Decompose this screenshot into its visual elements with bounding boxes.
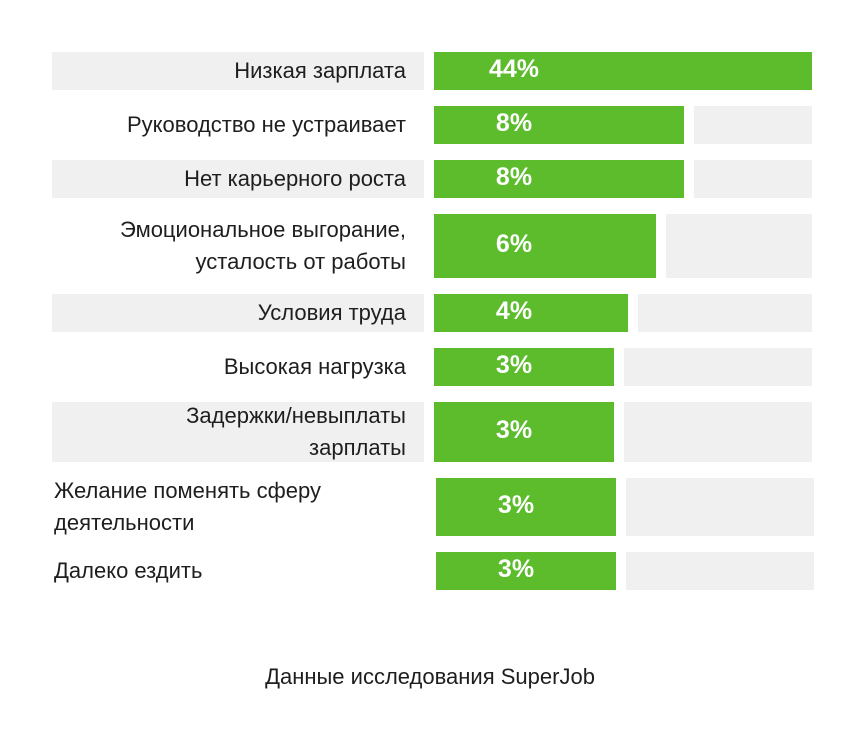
bar-track [624, 348, 812, 386]
category-label: Условия труда [52, 297, 406, 329]
bar [436, 552, 616, 590]
bar-row: Нет карьерного роста 8% [0, 160, 860, 198]
category-label-line: усталость от работы [195, 249, 406, 274]
data-label: 8% [495, 109, 533, 137]
label-background [52, 294, 424, 332]
bar-track [666, 214, 812, 278]
category-label: Задержки/невыплаты зарплаты [52, 400, 406, 464]
bar [434, 402, 614, 462]
category-label-line: Руководство не устраивает [126, 112, 406, 137]
bar [434, 52, 812, 90]
bar [436, 478, 616, 536]
bar-row: Далеко ездить 3% [0, 552, 860, 590]
bar [434, 160, 684, 198]
bar [434, 106, 684, 144]
category-label: Далеко ездить [54, 555, 424, 587]
category-label-line: Условия труда [257, 300, 406, 325]
category-label-line: Низкая зарплата [234, 58, 406, 83]
label-background [52, 402, 424, 462]
bar [434, 294, 628, 332]
data-label: 8% [495, 163, 533, 191]
category-label-line: Далеко ездить [54, 558, 203, 583]
bar-row: Эмоциональное выгорание, усталость от раб… [0, 214, 860, 278]
bar-track [694, 160, 812, 198]
data-label: 3% [495, 351, 533, 379]
category-label-line: Желание поменять сферу [54, 478, 321, 503]
data-label: 4% [495, 297, 533, 325]
category-label-line: Нет карьерного роста [184, 166, 406, 191]
label-background [52, 160, 424, 198]
data-label: 3% [495, 416, 533, 444]
category-label: Нет карьерного роста [52, 163, 406, 195]
bar-row: Условия труда 4% [0, 294, 860, 332]
data-label: 3% [497, 555, 535, 583]
bar-row: Задержки/невыплаты зарплаты 3% [0, 402, 860, 462]
bar-track [626, 552, 814, 590]
data-label: 3% [497, 491, 535, 519]
category-label: Руководство не устраивает [52, 109, 406, 141]
category-label-line: зарплаты [309, 435, 406, 460]
category-label: Эмоциональное выгорание, усталость от раб… [52, 214, 406, 278]
source-caption: Данные исследования SuperJob [265, 664, 595, 689]
label-background [52, 52, 424, 90]
bar-row: Желание поменять сферу деятельности 3% [0, 478, 860, 536]
category-label-line: Высокая нагрузка [223, 354, 406, 379]
category-label: Высокая нагрузка [52, 351, 406, 383]
category-label-line: деятельности [54, 510, 195, 535]
bar [434, 348, 614, 386]
bar-track [638, 294, 812, 332]
data-label: 44% [488, 55, 540, 83]
category-label-line: Задержки/невыплаты [186, 403, 406, 428]
bar-row: Руководство не устраивает 8% [0, 106, 860, 144]
bar-track [624, 402, 812, 462]
bar-track [626, 478, 814, 536]
category-label: Желание поменять сферу деятельности [54, 475, 424, 539]
bar-row: Высокая нагрузка 3% [0, 348, 860, 386]
bar-row: Низкая зарплата 44% [0, 52, 860, 90]
data-label: 6% [495, 230, 533, 258]
horizontal-bar-chart: Низкая зарплата 44% Руководство не устраив… [0, 52, 860, 590]
bar [434, 214, 656, 278]
category-label: Низкая зарплата [52, 55, 406, 87]
bar-track [694, 106, 812, 144]
category-label-line: Эмоциональное выгорание, [120, 217, 406, 242]
